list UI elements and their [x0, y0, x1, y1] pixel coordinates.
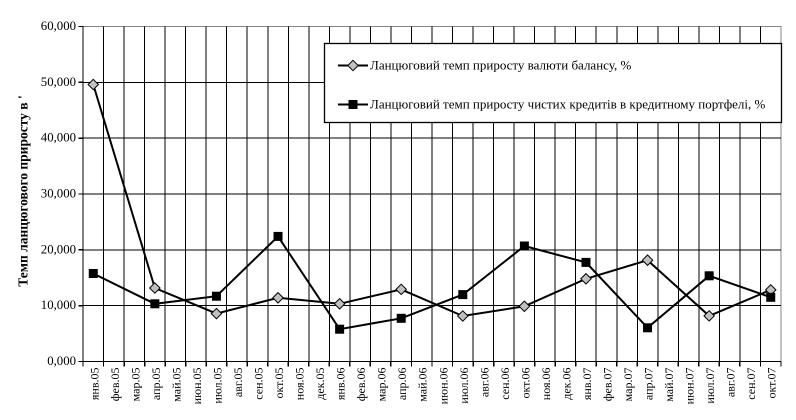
svg-text:авг.07: авг.07 [724, 368, 738, 398]
svg-text:мар.06: мар.06 [375, 368, 389, 402]
svg-text:апр.07: апр.07 [642, 368, 656, 401]
svg-text:10,000: 10,000 [41, 298, 76, 312]
svg-text:50,000: 50,000 [41, 75, 76, 89]
svg-text:июн.06: июн.06 [436, 368, 450, 405]
svg-text:май.06: май.06 [416, 368, 430, 402]
svg-text:20,000: 20,000 [41, 242, 76, 256]
svg-text:окт.05: окт.05 [272, 368, 286, 399]
svg-text:фев.05: фев.05 [108, 368, 122, 402]
svg-text:янв.06: янв.06 [334, 368, 348, 401]
svg-text:янв.07: янв.07 [580, 368, 594, 401]
svg-text:июл.07: июл.07 [703, 368, 717, 404]
svg-text:окт.06: окт.06 [518, 368, 532, 399]
svg-text:июн.05: июн.05 [190, 368, 204, 405]
svg-text:сен.06: сен.06 [498, 368, 512, 400]
svg-text:дек.05: дек.05 [313, 368, 327, 400]
svg-text:30,000: 30,000 [41, 187, 76, 201]
svg-text:окт.07: окт.07 [765, 368, 779, 399]
svg-text:сен.05: сен.05 [252, 368, 266, 400]
svg-text:Ланцюговий темп приросту чисти: Ланцюговий темп приросту чистих кредитів… [370, 97, 765, 112]
svg-text:фев.06: фев.06 [354, 368, 368, 402]
svg-text:авг.05: авг.05 [231, 368, 245, 398]
svg-text:ноя.05: ноя.05 [293, 368, 307, 401]
svg-text:июн.07: июн.07 [683, 368, 697, 405]
svg-text:июл.06: июл.06 [457, 368, 471, 404]
svg-text:мар.05: мар.05 [128, 368, 142, 402]
svg-text:апр.06: апр.06 [395, 368, 409, 401]
svg-text:фев.07: фев.07 [601, 368, 615, 402]
svg-text:янв.05: янв.05 [87, 368, 101, 401]
svg-text:мар.07: мар.07 [621, 368, 635, 402]
svg-text:0,000: 0,000 [47, 354, 76, 368]
svg-text:май.07: май.07 [662, 368, 676, 402]
svg-text:июл.05: июл.05 [210, 368, 224, 404]
svg-text:ноя.06: ноя.06 [539, 368, 553, 401]
svg-text:Ланцюговий темп приросту валют: Ланцюговий темп приросту валюти балансу,… [370, 58, 631, 73]
svg-text:40,000: 40,000 [41, 131, 76, 145]
svg-text:Темп ланцюгового приросту в ': Темп ланцюгового приросту в ' [16, 95, 31, 286]
svg-text:60,000: 60,000 [41, 19, 76, 33]
svg-text:дек.06: дек.06 [559, 368, 573, 400]
svg-text:авг.06: авг.06 [477, 368, 491, 398]
svg-text:май.05: май.05 [169, 368, 183, 402]
svg-text:апр.05: апр.05 [149, 368, 163, 401]
svg-text:сен.07: сен.07 [744, 368, 758, 400]
